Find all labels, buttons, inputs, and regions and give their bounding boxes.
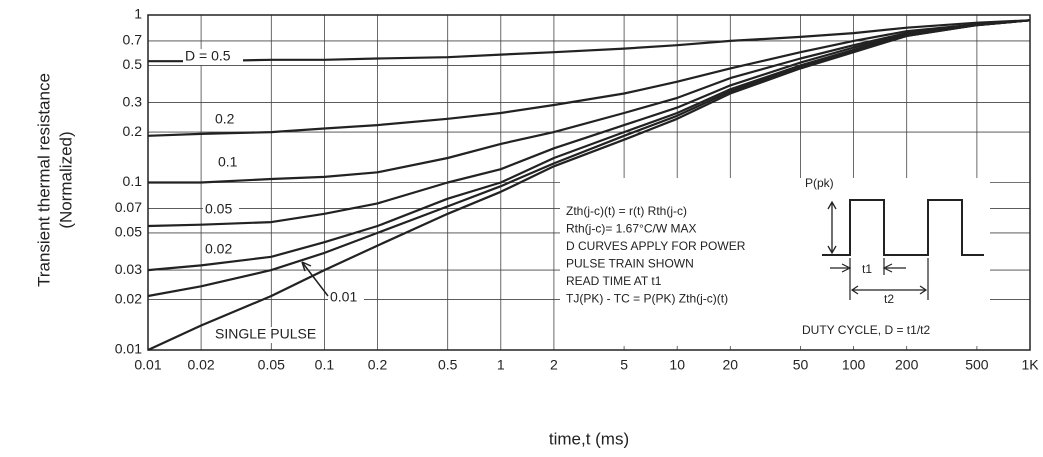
y-tick-label: 0.03 [115, 261, 142, 277]
note: TJ(PK) - TC = P(PK) Zth(j-c)(t) [566, 292, 728, 306]
label-bg [183, 49, 243, 65]
label-bg [203, 242, 239, 258]
curve-label: 0.02 [205, 241, 232, 257]
y-tick-label: 0.07 [115, 199, 142, 215]
x-tick-label: 100 [842, 357, 866, 373]
curve [147, 19, 1031, 137]
label-bg [203, 202, 239, 218]
arrow [827, 200, 837, 255]
y-tick-label: 0.1 [123, 173, 143, 189]
y-tick-label: 0.05 [115, 224, 142, 240]
curve-label: 0.01 [330, 289, 357, 305]
x-tick-label: 500 [965, 357, 989, 373]
x-tick-label: 10 [669, 357, 685, 373]
curve-label: 0.2 [215, 111, 235, 127]
curve-label: SINGLE PULSE [215, 326, 316, 342]
diagram-label: P(pk) [805, 176, 834, 190]
pulse-diagram: P(pk) t1 t2 DUTY CYCLE, D = t1/t2 [802, 176, 984, 337]
y-axis-label: Transient thermal resistance [34, 73, 53, 287]
x-tick-label: 5 [620, 357, 628, 373]
diagram-label: DUTY CYCLE, D = t1/t2 [802, 323, 930, 337]
curve [148, 19, 1031, 184]
diagram-label: t2 [884, 292, 894, 306]
diagram-label: t1 [862, 262, 872, 276]
x-tick-label: 0.2 [368, 357, 388, 373]
x-axis-label: time,t (ms) [549, 429, 629, 448]
pulse-wave [822, 199, 984, 256]
y-tick-label: 1 [134, 6, 142, 22]
x-tick-label: 50 [793, 357, 809, 373]
curve-label: D = 0.5 [185, 48, 231, 64]
curve-label: 0.05 [205, 201, 232, 217]
label-bg [213, 112, 241, 128]
note-box [560, 178, 990, 346]
curve-label: 0.1 [218, 154, 238, 170]
y-tick-label: 0.01 [115, 341, 142, 357]
note: PULSE TRAIN SHOWN [566, 257, 694, 271]
y-axis-label: (Normalized) [56, 131, 75, 228]
x-tick-label: 2 [550, 357, 558, 373]
x-tick-label: 200 [895, 357, 919, 373]
x-tick-label: 0.05 [258, 357, 285, 373]
y-tick-label: 0.3 [123, 93, 143, 109]
arrow [830, 258, 929, 300]
x-tick-label: 0.1 [315, 357, 335, 373]
curve [147, 19, 1031, 351]
y-tick-label: 0.5 [123, 56, 143, 72]
x-tick-label: 1 [497, 357, 505, 373]
y-tick-label: 0.2 [123, 123, 143, 139]
y-tick-label: 0.02 [115, 290, 142, 306]
x-tick-label: 0.02 [187, 357, 214, 373]
label-bg [213, 327, 313, 343]
y-tick-label: 0.7 [123, 32, 143, 48]
note: D CURVES APPLY FOR POWER [566, 239, 746, 253]
leader [301, 261, 329, 297]
label-bg [216, 155, 244, 171]
note: Zth(j-c)(t) = r(t) Rth(j-c) [566, 204, 687, 218]
curve [148, 19, 1031, 63]
label-bg [328, 290, 364, 306]
x-tick-label: 20 [723, 357, 739, 373]
curve [147, 19, 1031, 228]
note: READ TIME AT t1 [566, 274, 662, 288]
note: Rth(j-c)= 1.67°C/W MAX [566, 222, 697, 236]
x-tick-label: 1K [1021, 357, 1039, 373]
x-tick-label: 0.01 [134, 357, 161, 373]
x-tick-label: 0.5 [438, 357, 458, 373]
